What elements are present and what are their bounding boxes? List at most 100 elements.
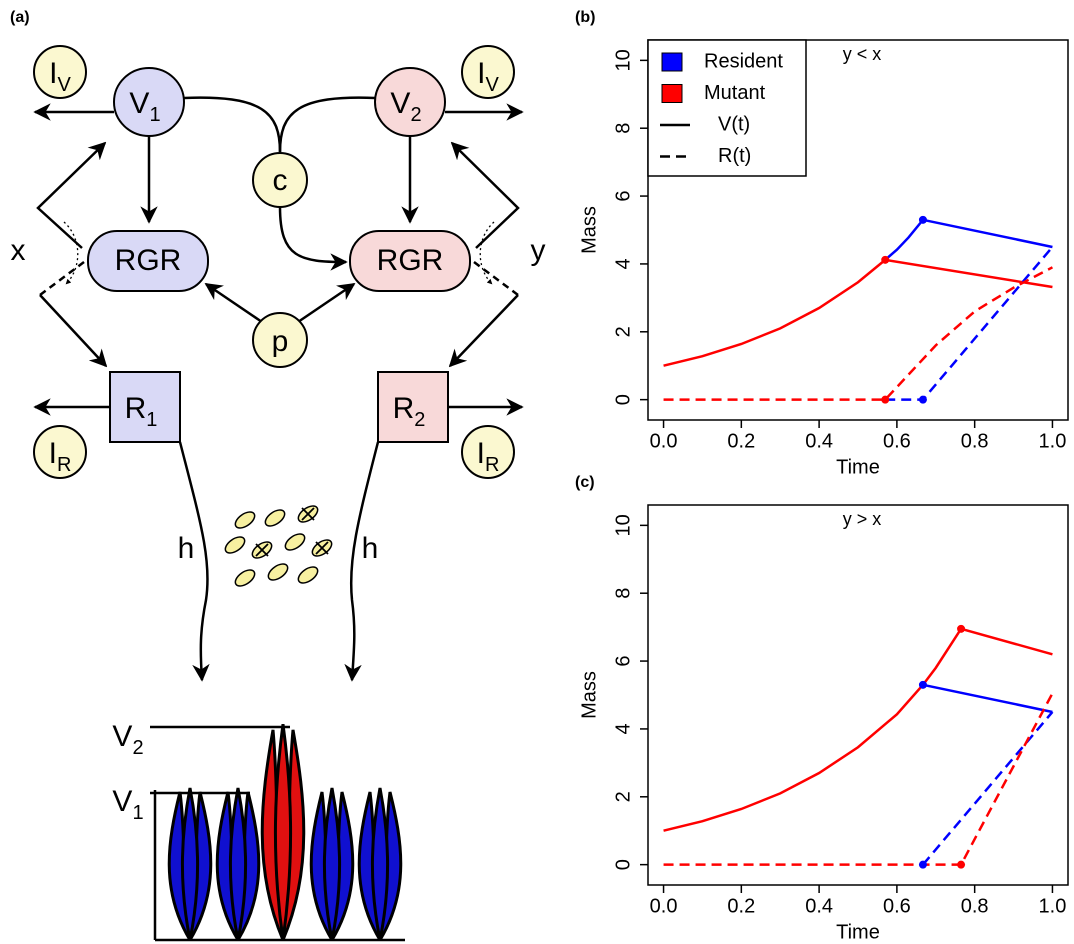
node-subscript: R: [485, 454, 499, 476]
series-line: [921, 711, 1054, 866]
node-label: p: [272, 325, 289, 358]
chart: (b) y < x 0 2 4 6 8 10 0.0 0.2 0.4 0.6 0.8 1.0 Time Mas…: [575, 9, 1069, 478]
switch-point: [918, 215, 927, 224]
y-tick-label: 10: [612, 514, 634, 536]
x-tick-label: 1.0: [1039, 895, 1067, 917]
plot-frame: [647, 39, 1069, 421]
panel-label: (c): [575, 474, 595, 491]
panel-label: (a): [10, 9, 30, 26]
diagram: (a): [10, 9, 546, 940]
switch-point: [957, 860, 966, 869]
seeds: [221, 503, 335, 590]
node-subscript: V: [58, 74, 72, 96]
x-tick-label: 0.4: [805, 895, 833, 917]
y-axis-label: Mass: [578, 206, 600, 254]
series-line: [663, 258, 1053, 367]
plants: [167, 724, 403, 940]
node-subscript: 2: [410, 104, 421, 126]
node-text: R: [393, 392, 415, 425]
legend-label: R(t): [718, 145, 751, 167]
x-tick-label: 0.8: [961, 895, 989, 917]
height-axes: [150, 725, 405, 942]
switch-point: [881, 255, 890, 264]
x-axis-label: Time: [836, 921, 880, 943]
legend-label: Mutant: [704, 82, 766, 104]
x-tick-label: 0.0: [650, 430, 678, 452]
y-tick-label: 2: [612, 326, 634, 337]
node-text: y: [531, 234, 546, 267]
node-text: I: [49, 57, 57, 90]
node-label: RGR: [377, 244, 444, 277]
y-tick-label: 8: [612, 588, 634, 599]
y-tick-label: 10: [612, 49, 634, 71]
y-tick-label: 6: [612, 656, 634, 667]
node-text: I: [49, 437, 57, 470]
series-line: [663, 266, 1054, 401]
node-label: V1: [112, 785, 143, 824]
node-subscript: 2: [414, 409, 425, 431]
node-label: IV: [49, 57, 71, 96]
node-text: h: [362, 532, 379, 565]
switch-point: [918, 395, 927, 404]
annotation: y > x: [843, 509, 882, 529]
switch-point: [918, 680, 927, 689]
legend-swatch: [661, 84, 683, 103]
plot-frame: [647, 504, 1069, 886]
y-tick-label: 0: [612, 394, 634, 405]
node-label: y: [531, 234, 546, 267]
x-tick-label: 0.6: [883, 430, 911, 452]
switch-point: [957, 624, 966, 633]
node-subscript: 1: [146, 409, 157, 431]
node-label: R1: [125, 392, 158, 431]
series-line: [884, 218, 1053, 261]
x-tick-label: 0.0: [650, 895, 678, 917]
x-tick-label: 0.8: [961, 430, 989, 452]
node-text: c: [273, 164, 288, 197]
y-tick-label: 0: [612, 859, 634, 870]
node-label: IR: [477, 437, 500, 476]
node-text: I: [477, 57, 485, 90]
switch-point: [918, 860, 927, 869]
node-subscript: 2: [132, 737, 143, 759]
node-subscript: 1: [132, 802, 143, 824]
legend-label: Resident: [704, 50, 783, 72]
node-label: V1: [129, 87, 160, 126]
arrows: [33, 96, 524, 682]
series-line: [922, 683, 1053, 714]
series-line: [663, 627, 1053, 832]
node-label: h: [362, 532, 379, 565]
y-tick-label: 2: [612, 791, 634, 802]
x-tick-label: 1.0: [1039, 430, 1067, 452]
node-text: V: [129, 87, 149, 120]
node-subscript: 1: [149, 104, 160, 126]
node-text: h: [178, 532, 195, 565]
y-axis-label: Mass: [578, 671, 600, 719]
node-label: V2: [112, 720, 143, 759]
y-tick-label: 8: [612, 123, 634, 134]
annotation: y < x: [843, 44, 882, 64]
switch-point: [881, 395, 890, 404]
node-text: RGR: [377, 244, 444, 277]
node-label: R2: [393, 392, 426, 431]
y-tick-label: 4: [612, 258, 634, 269]
y-tick-label: 6: [612, 191, 634, 202]
node-text: V: [112, 785, 132, 818]
node-text: p: [272, 325, 289, 358]
node-label: IR: [49, 437, 72, 476]
series-line: [885, 246, 1054, 401]
x-tick-label: 0.6: [883, 895, 911, 917]
node-label: RGR: [115, 244, 182, 277]
node-label: x: [11, 234, 26, 267]
legend-swatch: [661, 52, 683, 72]
series-line: [663, 692, 1054, 866]
legend-label: V(t): [718, 113, 750, 135]
node-text: V: [112, 720, 132, 753]
x-tick-label: 0.4: [805, 430, 833, 452]
node-subscript: V: [486, 74, 500, 96]
node-label: c: [273, 164, 288, 197]
node-text: I: [477, 437, 485, 470]
x-axis-label: Time: [836, 456, 880, 478]
node-text: x: [11, 234, 26, 267]
